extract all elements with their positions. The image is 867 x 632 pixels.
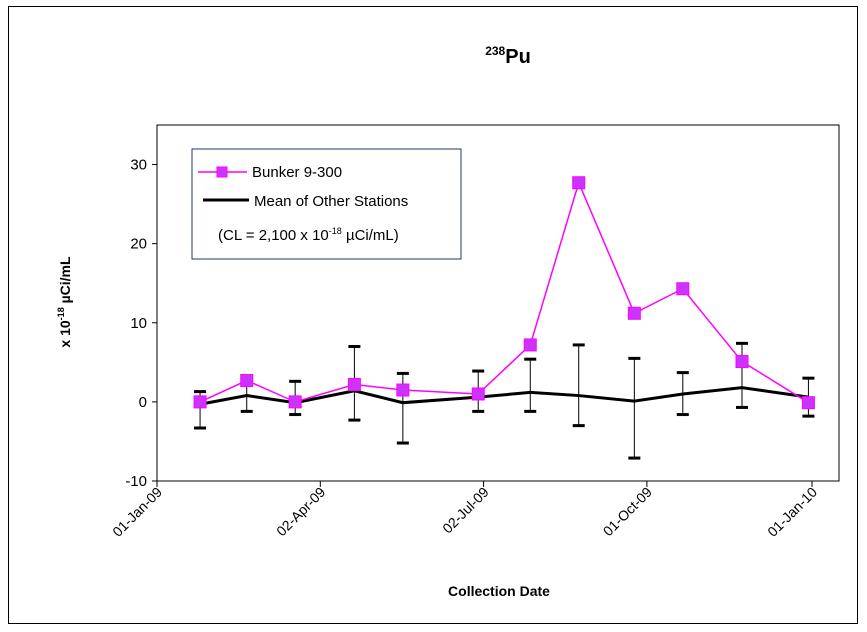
y-tick-label: -10 — [125, 473, 147, 490]
x-axis: 01-Jan-09 02-Apr-09 02-Jul-09 01-Oct-09 01-J… — [109, 481, 820, 540]
x-tick-label: 02-Jul-09 — [439, 484, 492, 537]
y-tick-label: 10 — [130, 315, 147, 332]
x-tick-label: 01-Jan-09 — [109, 484, 165, 540]
x-tick-label: 02-Apr-09 — [273, 484, 328, 539]
x-tick-label: 01-Oct-09 — [600, 484, 655, 539]
legend: Bunker 9-300 Mean of Other Stations (CL … — [191, 148, 462, 260]
data-point-bunker — [627, 306, 641, 320]
y-axis: -10 0 10 20 30 — [125, 157, 157, 490]
data-point-bunker — [801, 396, 815, 410]
x-tick-label: 01-Jan-10 — [764, 484, 820, 540]
data-point-bunker — [396, 383, 410, 397]
y-tick-label: 20 — [130, 236, 147, 253]
data-point-bunker — [572, 176, 586, 190]
legend-box — [191, 148, 462, 260]
data-point-bunker — [347, 377, 361, 391]
legend-mean-label: Mean of Other Stations — [254, 193, 408, 210]
data-point-bunker — [240, 374, 254, 388]
chart-title: 238Pu — [485, 44, 531, 68]
data-point-bunker — [523, 338, 537, 352]
y-tick-label: 0 — [139, 394, 147, 411]
legend-note: (CL = 2,100 x 10-18 µCi/mL) — [218, 226, 399, 244]
y-axis-title: x 10-18 µCi/mL — [56, 256, 73, 348]
legend-bunker-label: Bunker 9-300 — [252, 164, 342, 181]
series-line-mean — [199, 386, 809, 406]
data-point-bunker — [676, 282, 690, 296]
data-point-bunker — [288, 395, 302, 409]
series-line-bunker — [199, 180, 809, 404]
y-tick-label: 30 — [130, 157, 147, 174]
series-layer — [193, 176, 815, 460]
data-point-bunker — [735, 355, 749, 369]
legend-bunker-marker — [216, 166, 228, 178]
x-axis-title: Collection Date — [448, 583, 550, 599]
data-point-bunker — [193, 395, 207, 409]
data-point-bunker — [471, 387, 485, 401]
